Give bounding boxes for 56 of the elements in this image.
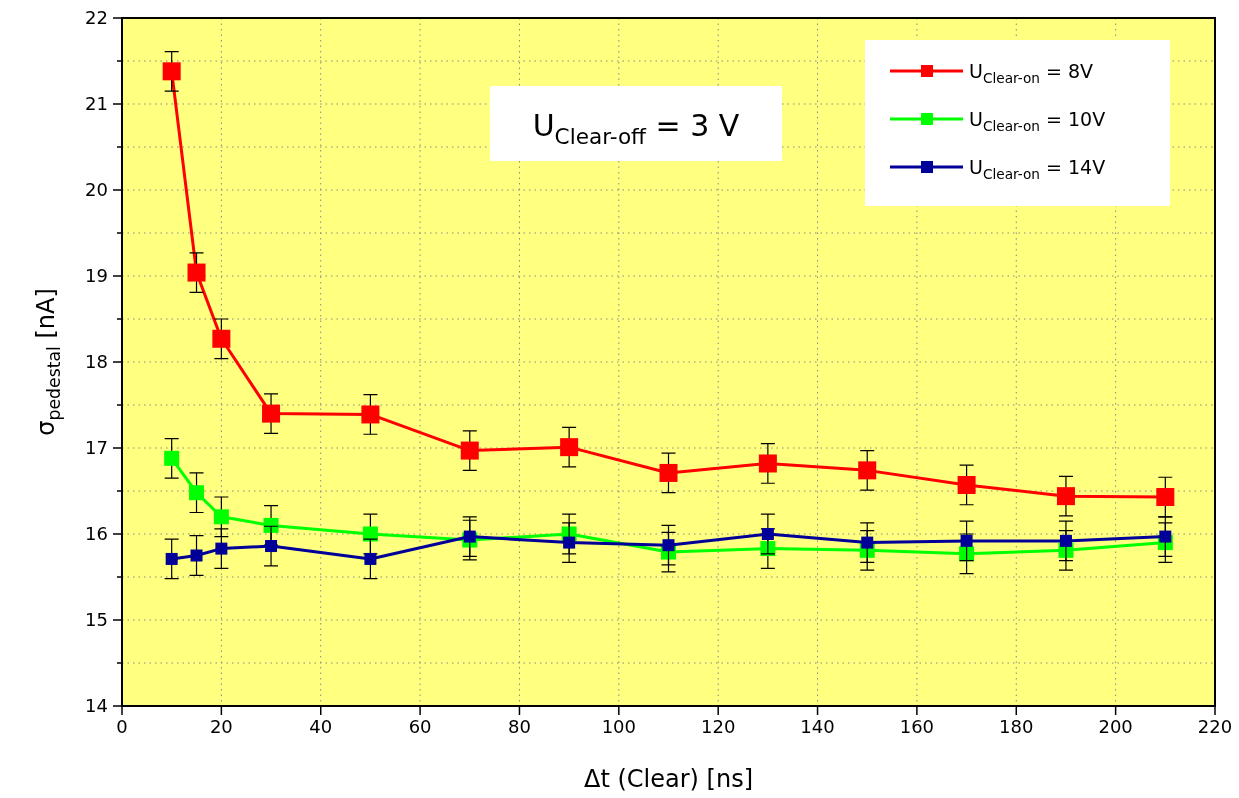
x-tick-label: 140 (800, 716, 835, 737)
point (362, 526, 378, 542)
x-tick-label: 220 (1197, 716, 1233, 737)
point (957, 475, 976, 494)
point (761, 528, 774, 540)
y-tick-label: 17 (85, 437, 108, 458)
point (162, 62, 181, 81)
point (758, 454, 777, 473)
x-tick-label: 40 (309, 716, 333, 737)
point (463, 530, 476, 543)
point (361, 405, 380, 424)
point (262, 404, 281, 423)
point (165, 552, 178, 565)
point (1156, 488, 1175, 507)
x-axis-title: Δt (Clear) [ns] (583, 765, 754, 793)
point (1159, 530, 1172, 543)
point (265, 540, 278, 553)
y-tick-label: 21 (85, 93, 108, 114)
point (213, 509, 229, 525)
y-tick-label: 14 (85, 695, 108, 716)
x-tick-label: 60 (408, 716, 432, 737)
point (187, 263, 206, 282)
point (861, 536, 874, 549)
point (364, 552, 377, 565)
point (215, 542, 228, 555)
x-tick-label: 180 (999, 716, 1034, 737)
point (960, 534, 973, 547)
point (858, 461, 877, 480)
point (563, 536, 576, 549)
point (1056, 487, 1075, 506)
legend-label: U$_{Clear-on}$ = 10V (969, 108, 1106, 134)
point (659, 463, 678, 482)
x-tick-label: 160 (899, 716, 935, 737)
point (190, 549, 203, 562)
x-tick-label: 80 (508, 716, 531, 737)
x-tick-label: 0 (116, 716, 128, 737)
x-tick-label: 120 (701, 716, 736, 737)
point (460, 441, 479, 460)
point (1059, 534, 1072, 547)
y-tick-label: 16 (85, 523, 108, 544)
y-tick-label: 15 (85, 609, 108, 630)
y-tick-label: 18 (85, 351, 108, 372)
y-tick-label: 19 (85, 265, 108, 286)
legend-label: U$_{Clear-on}$ = 14V (969, 156, 1106, 182)
legend-label: U$_{Clear-on}$ = 8V (969, 60, 1094, 86)
point (164, 450, 180, 466)
point (662, 539, 675, 552)
point (212, 329, 231, 348)
annotation: U$_{Clear-off}$ = 3 V (532, 108, 740, 149)
point (189, 485, 205, 501)
y-tick-label: 20 (85, 179, 108, 200)
point (560, 438, 579, 457)
x-tick-label: 20 (209, 716, 233, 737)
x-tick-label: 100 (601, 716, 636, 737)
y-tick-label: 22 (85, 7, 108, 28)
x-tick-label: 200 (1098, 716, 1133, 737)
